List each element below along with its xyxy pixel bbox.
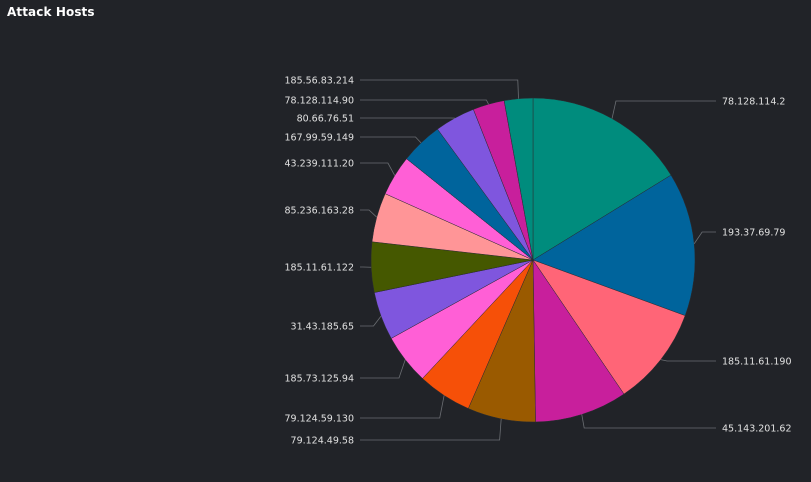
leader-line <box>581 414 716 429</box>
leader-line <box>360 418 502 441</box>
slice-label: 45.143.201.62 <box>722 424 792 435</box>
slice-label: 167.99.59.149 <box>284 133 354 144</box>
leader-line <box>693 231 716 244</box>
slice-label: 185.56.83.214 <box>284 76 354 87</box>
leader-line <box>360 162 396 176</box>
slice-label: 185.11.61.122 <box>284 263 354 274</box>
slice-label: 185.73.125.94 <box>284 374 354 385</box>
slice-label: 80.66.76.51 <box>297 114 354 125</box>
slice-label: 31.43.185.65 <box>291 322 354 333</box>
slice-label: 85.236.163.28 <box>284 206 354 217</box>
leader-line <box>360 79 519 99</box>
leader-line <box>360 99 489 105</box>
leader-line <box>360 395 445 419</box>
slice-label: 79.124.59.130 <box>284 414 354 425</box>
panel-title: Attack Hosts <box>7 5 95 19</box>
slice-label: 78.128.114.90 <box>284 96 354 107</box>
leader-line <box>360 209 378 218</box>
slice-label: 43.239.111.20 <box>284 159 354 170</box>
pie-labels: 78.128.114.2 193.37.69.79 185.11.61.190 45.… <box>284 76 791 447</box>
slice-label: 185.11.61.190 <box>722 357 792 368</box>
pie-slice[interactable] <box>532 259 625 423</box>
leader-line <box>660 359 716 362</box>
slice-label: 78.128.114.2 <box>722 97 785 108</box>
pie-slices <box>370 97 696 423</box>
leader-line <box>611 100 716 119</box>
leader-line <box>360 359 406 379</box>
pie-slice[interactable] <box>532 259 686 395</box>
slice-label: 79.124.49.58 <box>291 436 354 447</box>
leader-line <box>360 136 422 144</box>
slice-label: 193.37.69.79 <box>722 228 785 239</box>
leader-line <box>360 315 382 327</box>
